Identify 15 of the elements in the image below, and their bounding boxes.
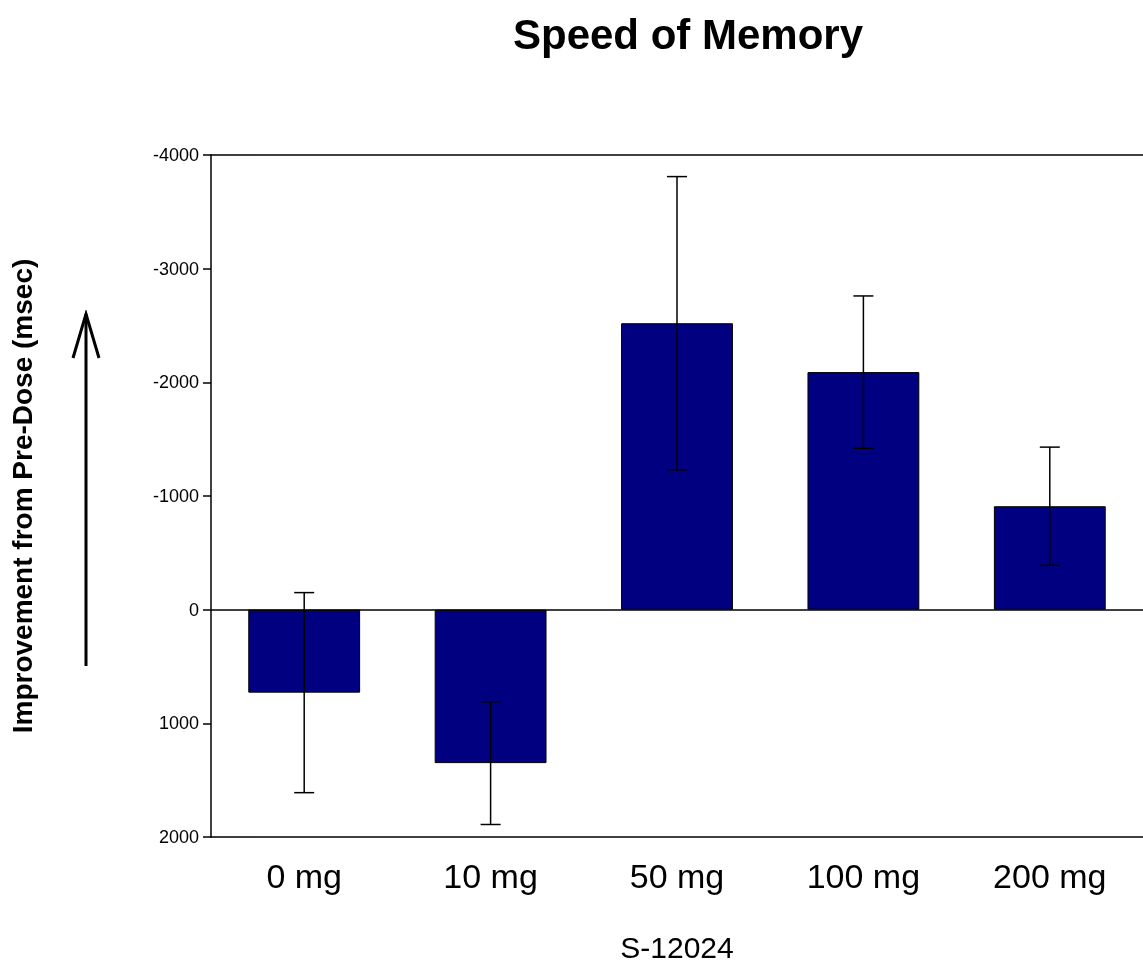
x-tick-label: 100 mg (806, 857, 921, 895)
y-axis-title: Improvement from Pre-Dose (msec) (6, 258, 38, 734)
y-tick-label: -3000 (152, 258, 199, 279)
y-tick-label: 1000 (158, 713, 199, 734)
x-tick-label: 0 mg (266, 857, 342, 895)
y-tick-label: 2000 (158, 827, 199, 847)
x-axis-title: S-12024 (620, 930, 734, 964)
x-tick-label: 200 mg (993, 857, 1107, 895)
y-tick-label: -4000 (152, 145, 199, 165)
y-tick-label: -2000 (152, 372, 199, 393)
y-tick-label: 0 (188, 599, 199, 620)
chart-title: Speed of Memory (512, 10, 864, 58)
y-tick-label: -1000 (152, 486, 199, 506)
x-tick-label: 10 mg (443, 857, 538, 895)
x-tick-label: 50 mg (629, 857, 725, 895)
